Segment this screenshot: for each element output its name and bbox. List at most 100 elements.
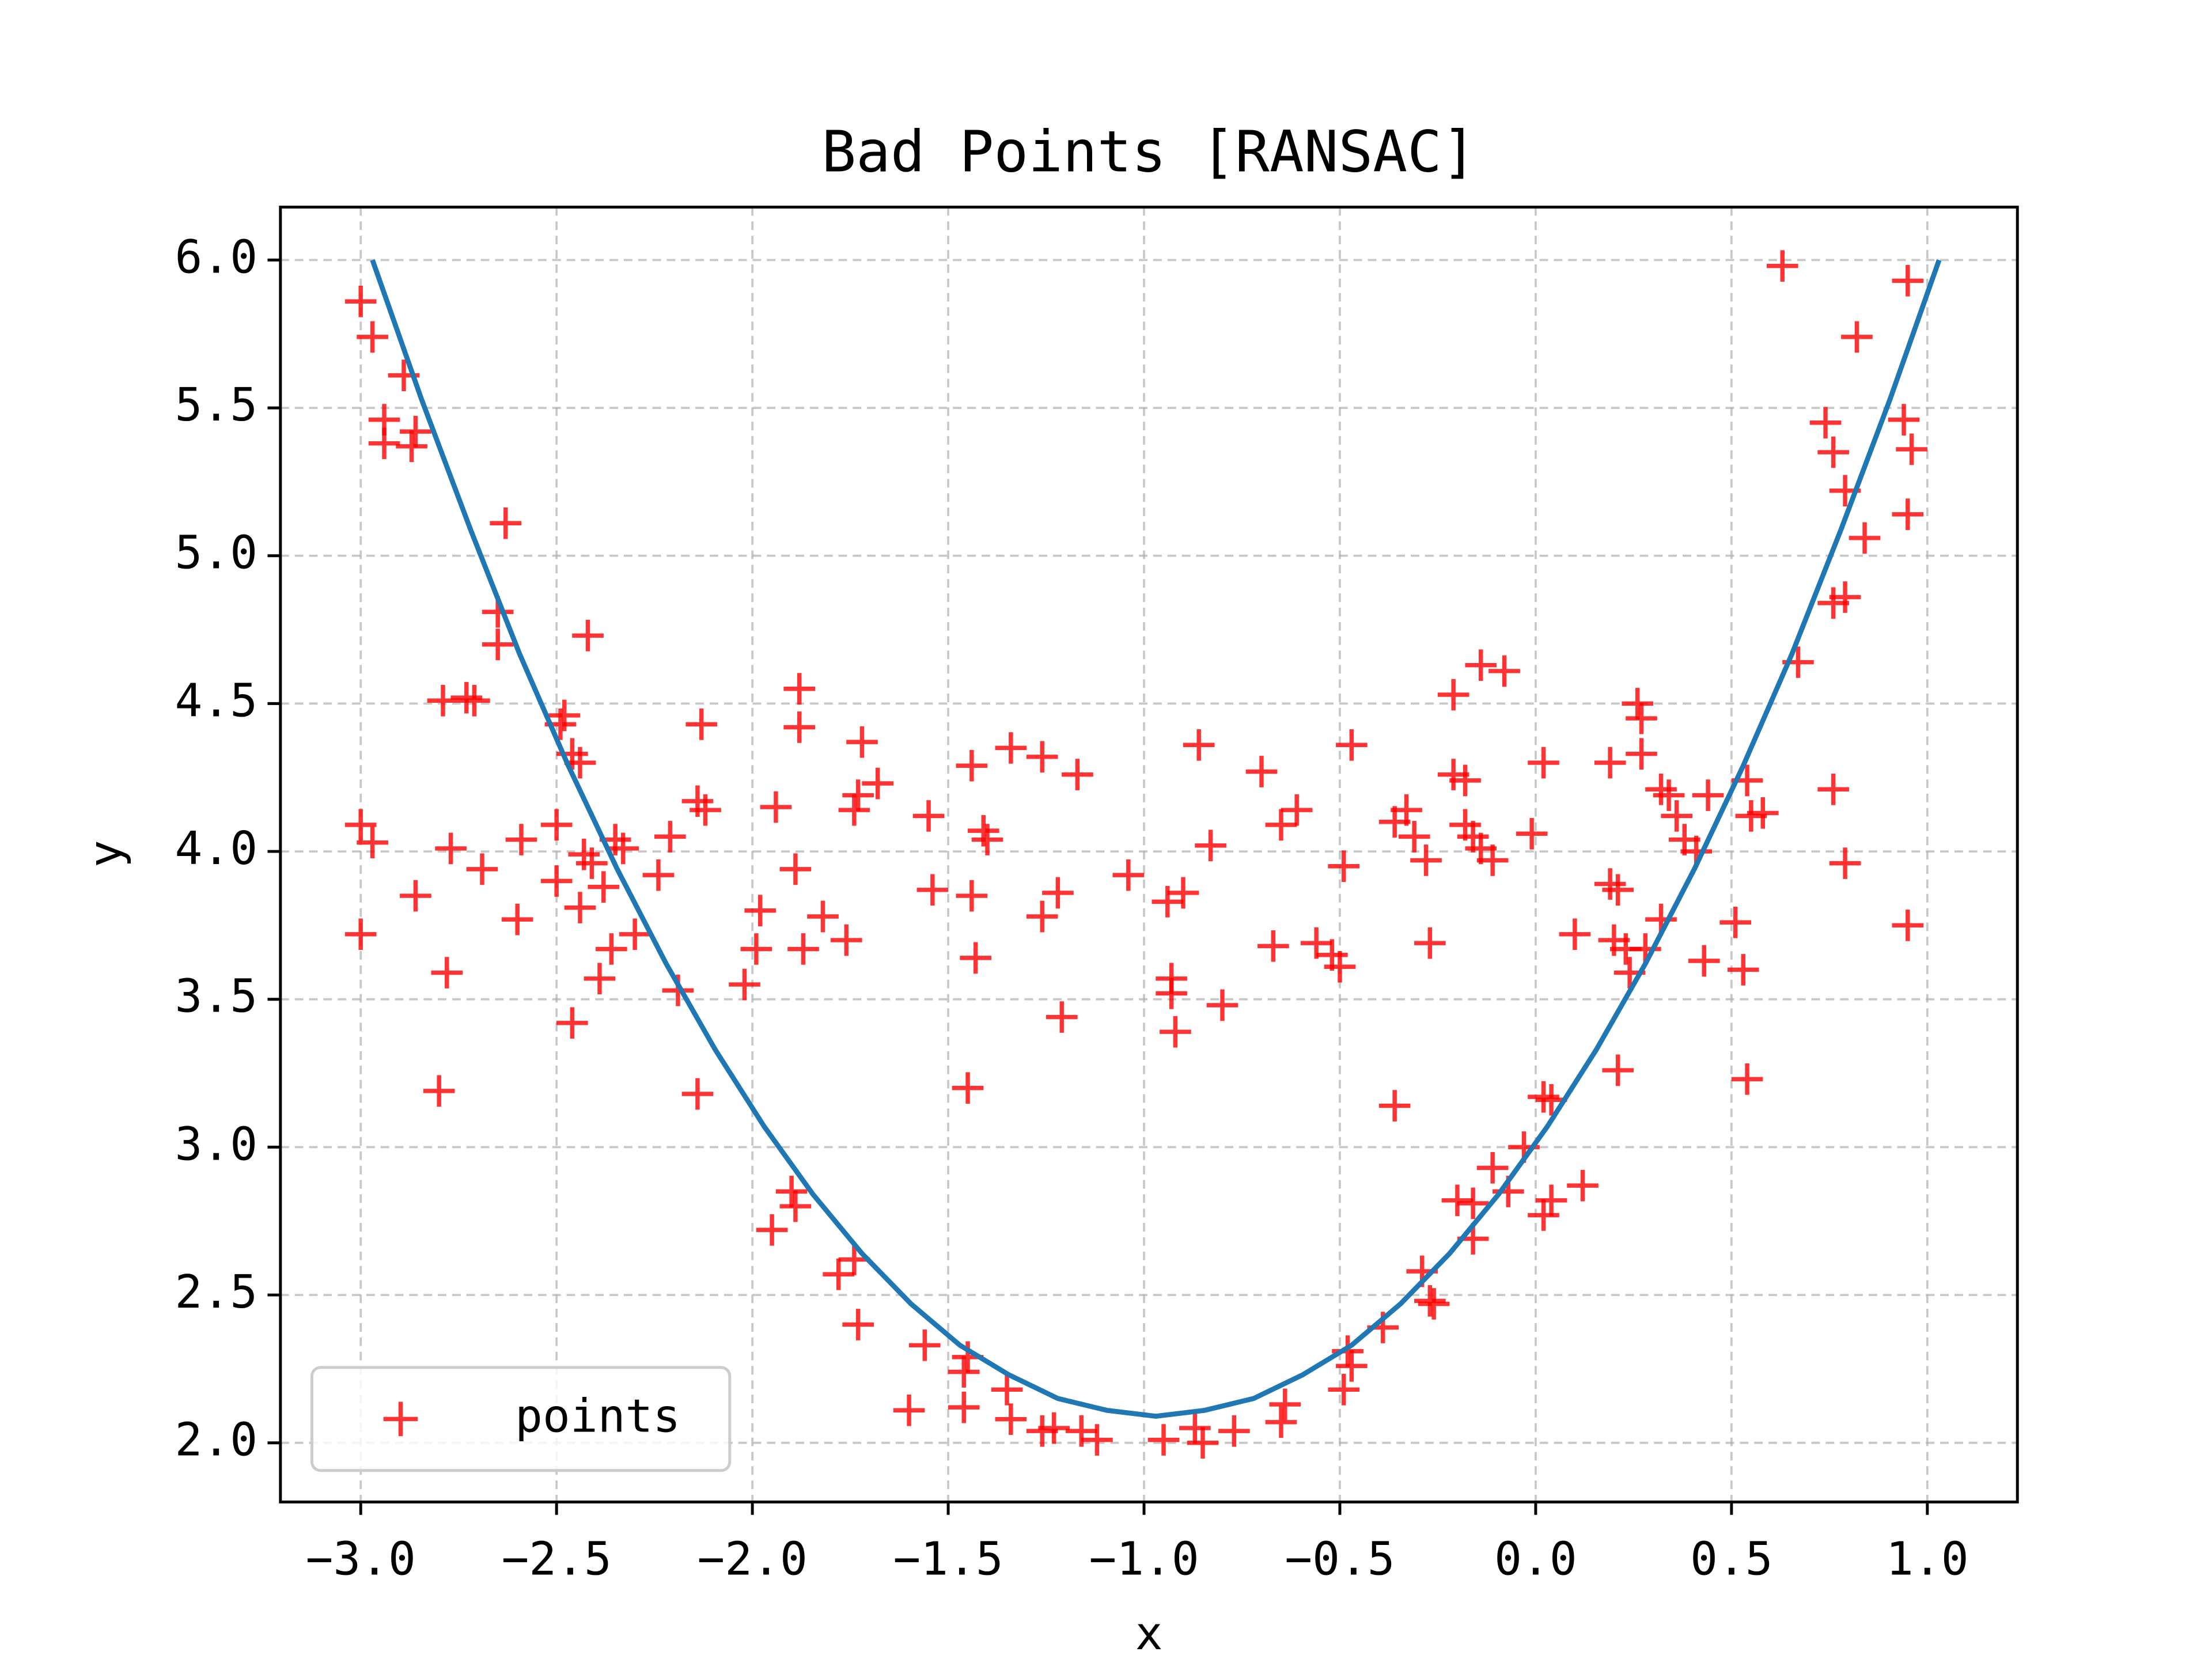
point <box>1892 498 1924 531</box>
point <box>344 918 377 950</box>
point <box>830 924 862 956</box>
point <box>783 711 816 743</box>
point <box>893 1394 925 1426</box>
point <box>756 1214 788 1246</box>
point <box>427 684 459 717</box>
point <box>956 749 988 782</box>
point <box>823 1258 855 1290</box>
point <box>1245 756 1278 787</box>
point <box>807 900 839 933</box>
point <box>995 732 1027 764</box>
point <box>1528 747 1559 779</box>
legend-box <box>310 1366 732 1472</box>
y-tick-label: 3.5 <box>175 969 258 1023</box>
point <box>1328 1374 1360 1406</box>
point <box>1766 250 1798 282</box>
point <box>1829 581 1861 613</box>
x-tick-label: −1.5 <box>893 1532 1003 1586</box>
point <box>1829 847 1861 879</box>
point <box>1038 1412 1070 1444</box>
x-tick-label: 1.0 <box>1886 1532 1969 1586</box>
point <box>588 871 620 903</box>
point <box>1410 844 1442 876</box>
point <box>1488 655 1520 687</box>
point <box>775 1176 808 1207</box>
point <box>1594 747 1626 779</box>
point <box>1046 1001 1078 1033</box>
point <box>1147 1424 1180 1456</box>
point <box>1747 797 1779 829</box>
y-tick-label: 2.0 <box>175 1413 258 1467</box>
x-tick-label: −2.5 <box>501 1532 611 1586</box>
point <box>744 895 777 927</box>
point <box>1626 738 1657 770</box>
point <box>685 709 718 740</box>
point <box>948 1356 980 1388</box>
point <box>1269 1388 1301 1421</box>
point <box>1179 1412 1211 1444</box>
point <box>584 963 616 995</box>
point <box>971 824 1003 855</box>
point <box>916 874 949 906</box>
point <box>1892 265 1924 297</box>
x-tick-label: −0.5 <box>1285 1532 1395 1586</box>
point <box>1449 764 1481 797</box>
point <box>654 821 686 853</box>
point <box>619 918 651 950</box>
point <box>760 791 792 823</box>
point <box>1257 930 1289 962</box>
point <box>1378 1090 1411 1122</box>
point <box>1414 1285 1446 1317</box>
point <box>1817 436 1849 468</box>
point <box>740 933 772 965</box>
point <box>1183 729 1215 761</box>
point <box>596 933 627 965</box>
point <box>642 859 675 891</box>
y-tick-label: 4.0 <box>175 821 258 875</box>
point <box>1328 850 1360 882</box>
point <box>1476 1152 1509 1184</box>
point <box>1437 679 1469 711</box>
point <box>729 968 760 1001</box>
y-axis-label: y <box>79 840 132 868</box>
point <box>1378 806 1411 838</box>
point <box>960 942 991 974</box>
point <box>368 427 400 460</box>
point <box>466 853 498 885</box>
point <box>556 1007 588 1039</box>
point <box>1727 954 1759 986</box>
x-tick-label: −2.0 <box>697 1532 807 1586</box>
legend-marker <box>383 1402 418 1437</box>
point <box>846 726 878 758</box>
point <box>838 794 870 826</box>
point <box>1817 773 1849 805</box>
point <box>540 865 573 897</box>
point <box>1195 830 1226 862</box>
point <box>1265 1406 1297 1438</box>
point <box>1602 874 1634 906</box>
point <box>572 620 604 652</box>
y-tick-label: 5.5 <box>175 378 258 431</box>
point <box>344 809 377 841</box>
point <box>1892 910 1924 941</box>
y-tick-label: 4.5 <box>175 673 258 727</box>
point <box>1688 945 1720 977</box>
point <box>787 933 819 965</box>
fit-line <box>370 259 1942 1419</box>
point <box>1661 800 1692 832</box>
point <box>1567 1169 1599 1202</box>
point <box>1265 809 1297 841</box>
y-tick-label: 6.0 <box>175 230 258 283</box>
x-axis-label: x <box>1135 1607 1163 1659</box>
point <box>400 880 431 912</box>
plot-frame <box>279 206 2019 1503</box>
point <box>431 957 463 988</box>
point <box>862 767 894 800</box>
point <box>1042 877 1074 909</box>
point <box>956 880 988 912</box>
point <box>991 1374 1023 1406</box>
point <box>501 903 533 935</box>
point <box>842 1309 874 1340</box>
point <box>1398 821 1430 853</box>
point <box>1535 1184 1567 1217</box>
